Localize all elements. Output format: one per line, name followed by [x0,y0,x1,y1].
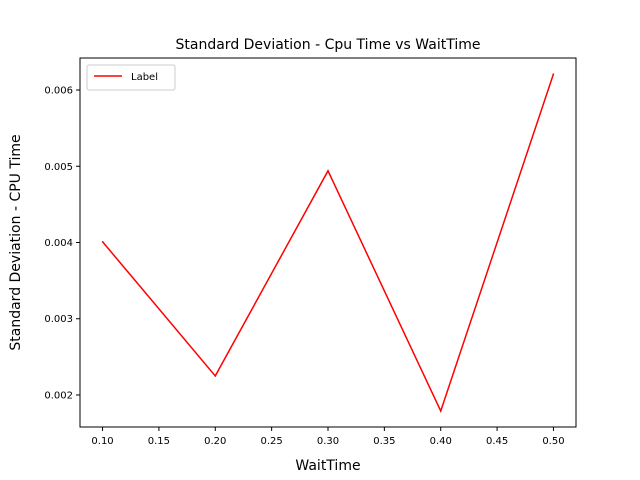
y-tick-label: 0.005 [44,162,73,173]
legend-entry-label: Label [131,72,158,83]
chart-title: Standard Deviation - Cpu Time vs WaitTim… [176,37,481,53]
x-tick-label: 0.45 [486,436,508,447]
data-point [327,170,329,172]
x-tick-label: 0.35 [373,436,395,447]
series-layer [101,73,555,414]
legend: Label [86,64,176,91]
x-tick-label: 0.25 [261,436,283,447]
x-tick-label: 0.50 [542,436,564,447]
data-point [214,375,217,377]
data-point [101,240,104,243]
x-tick-label: 0.15 [148,436,170,447]
x-tick-label: 0.20 [204,436,226,447]
y-tick-label: 0.004 [44,238,73,249]
y-axis-label: Standard Deviation - CPU Time [8,134,24,350]
x-axis-ticks: 0.10 0.15 0.20 0.25 0.30 0.35 0.40 0.45 0.50 [91,427,565,447]
legend-box [86,64,176,91]
y-tick-label: 0.003 [44,314,73,325]
y-tick-label: 0.006 [44,86,73,97]
data-point [552,73,555,75]
data-point [439,410,442,412]
x-tick-label: 0.10 [91,436,113,447]
x-tick-label: 0.40 [430,436,452,447]
y-tick-label: 0.002 [44,390,73,401]
x-tick-label: 0.30 [317,436,339,447]
x-axis-label: WaitTime [295,458,360,474]
y-axis-ticks: 0.002 0.003 0.004 0.005 0.006 [44,86,80,401]
plot-area [80,58,576,427]
